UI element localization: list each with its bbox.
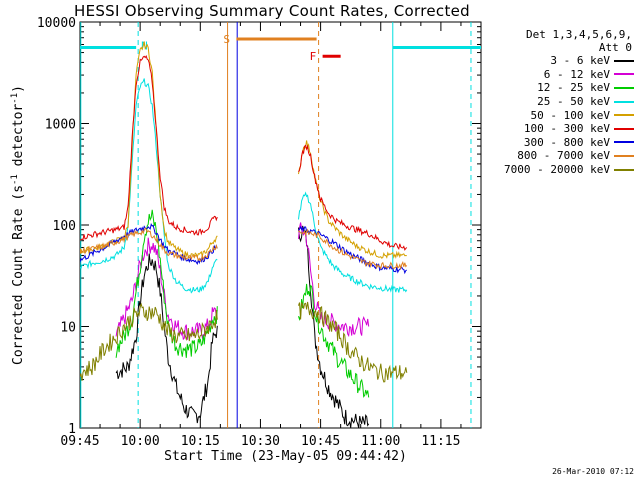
series-line-8: [80, 302, 218, 381]
legend-swatch: [614, 141, 634, 144]
chart-title: HESSI Observing Summary Count Rates, Cor…: [74, 2, 470, 20]
legend-swatch: [614, 73, 634, 76]
legend-entry-label: 25 - 50 keV: [537, 95, 610, 109]
x-tick-label: 11:15: [421, 434, 460, 449]
legend-swatch: [614, 168, 634, 171]
legend-entry: 12 - 25 keV: [482, 81, 634, 95]
legend-entry-label: 7000 - 20000 keV: [504, 163, 610, 177]
legend-header-line-2: Att 0: [598, 41, 632, 54]
legend-entry-label: 800 - 7000 keV: [517, 149, 610, 163]
legend-entry: 100 - 300 keV: [482, 122, 634, 136]
series-line-6: [80, 222, 218, 265]
legend-entry: 50 - 100 keV: [482, 108, 634, 122]
legend-swatch: [614, 114, 634, 117]
series-line-5: [298, 144, 408, 251]
legend-entry-label: 100 - 300 keV: [523, 122, 610, 136]
flag-label-F: F: [310, 50, 317, 63]
legend-swatch: [614, 127, 634, 130]
series-line-4: [298, 140, 407, 259]
legend-swatch: [614, 59, 634, 62]
x-tick-label: 10:15: [181, 434, 220, 449]
legend-entry-label: 12 - 25 keV: [537, 81, 610, 95]
legend: Det 1,3,4,5,6,9, Att 0 3 - 6 keV 6 - 12 k…: [482, 28, 634, 176]
y-tick-label: 10: [60, 321, 76, 336]
flag-label-S: S: [223, 33, 230, 46]
series-line-2: [298, 283, 370, 398]
y-tick-label: 1000: [45, 118, 76, 133]
series-line-5: [80, 55, 218, 241]
series-line-7: [298, 228, 408, 271]
y-axis-label: Corrected Count Rate (s-1 detector-1): [10, 85, 26, 365]
legend-entry-label: 300 - 800 keV: [523, 135, 610, 149]
series-line-0: [115, 253, 218, 424]
legend-entry: 800 - 7000 keV: [482, 149, 634, 163]
series-line-3: [298, 191, 408, 293]
legend-entry-label: 3 - 6 keV: [550, 54, 610, 68]
x-tick-label: 11:00: [361, 434, 400, 449]
y-tick-label: 10000: [37, 16, 76, 31]
legend-entry-label: 50 - 100 keV: [530, 108, 610, 122]
legend-entry: 300 - 800 keV: [482, 136, 634, 150]
series-line-3: [80, 78, 218, 294]
y-tick-label: 1: [68, 422, 76, 437]
legend-swatch: [614, 154, 634, 157]
series-line-8: [298, 301, 408, 383]
legend-entry: 7000 - 20000 keV: [482, 163, 634, 177]
x-axis-label: Start Time (23-May-05 09:44:42): [164, 449, 407, 464]
x-tick-label: 10:00: [121, 434, 160, 449]
legend-swatch: [614, 100, 634, 103]
y-tick-label: 100: [53, 219, 76, 234]
legend-entry: 25 - 50 keV: [482, 95, 634, 109]
x-tick-label: 10:45: [301, 434, 340, 449]
series-line-1: [298, 222, 370, 338]
legend-entry: 3 - 6 keV: [482, 54, 634, 68]
legend-entry: 6 - 12 keV: [482, 68, 634, 82]
legend-swatch: [614, 86, 634, 89]
x-tick-label: 10:30: [241, 434, 280, 449]
series-line-4: [80, 41, 218, 259]
generation-timestamp: 26-Mar-2010 07:12: [552, 467, 634, 476]
legend-header-line-1: Det 1,3,4,5,6,9,: [526, 28, 632, 41]
series-line-7: [80, 227, 218, 263]
x-tick-label: 09:45: [60, 434, 99, 449]
legend-entry-label: 6 - 12 keV: [543, 67, 610, 81]
plot-frame: [79, 21, 482, 429]
